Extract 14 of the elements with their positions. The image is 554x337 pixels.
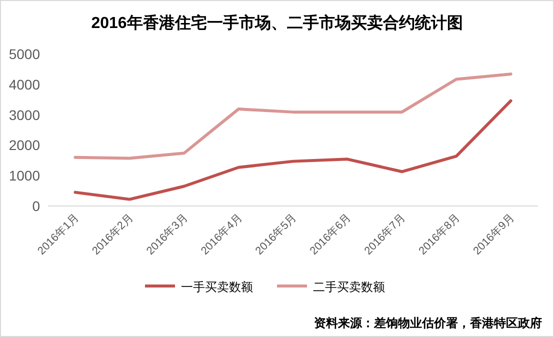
y-tick-label: 3000 — [8, 106, 40, 123]
legend-item: 一手买卖数额 — [145, 280, 253, 294]
chart-title: 2016年香港住宅一手市场、二手市场买卖合约统计图 — [91, 13, 463, 32]
y-tick-label: 4000 — [8, 76, 40, 92]
line-series — [74, 99, 512, 201]
text: 资料来源：差饷物业估价署，香港特区政府 — [314, 316, 542, 330]
legend-label: 一手买卖数额 — [181, 280, 253, 294]
y-tick-label: 0 — [32, 198, 40, 214]
y-tick-label: 1000 — [8, 168, 40, 184]
line-series — [74, 72, 512, 160]
y-tick-label: 5000 — [8, 46, 40, 62]
y-tick-label: 2000 — [8, 137, 40, 154]
legend-label: 二手买卖数额 — [313, 280, 385, 294]
legend-item: 二手买卖数额 — [277, 280, 385, 294]
